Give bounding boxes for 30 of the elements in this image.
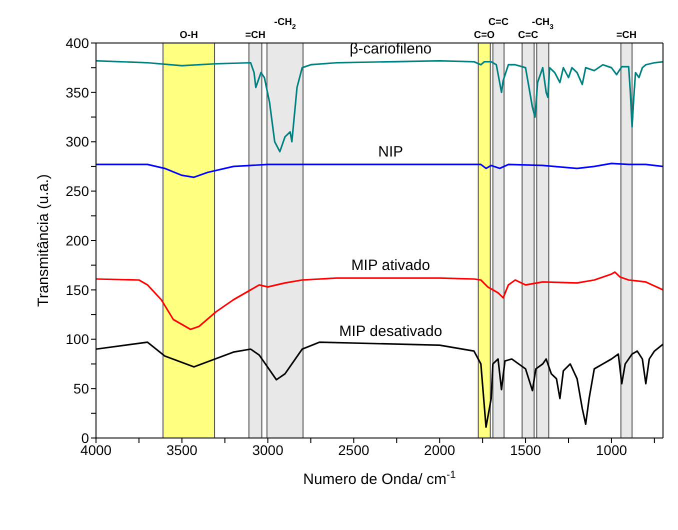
y-tick-label: 350 (66, 84, 90, 100)
band-label: O-H (180, 30, 198, 41)
y-tick-label: 300 (66, 134, 90, 150)
x-tick-label: 1000 (596, 442, 628, 458)
x-tick-label: 1500 (510, 442, 542, 458)
band-label: C=O (474, 30, 495, 41)
x-tick-label: 3000 (252, 442, 284, 458)
band-label: =CH (616, 30, 637, 41)
y-tick-label: 150 (66, 282, 90, 298)
x-axis-title: Numero de Onda/ cm$^{-1}$ (303, 469, 456, 488)
band-label: =CH (245, 30, 266, 41)
series-label: MIP desativado (339, 322, 442, 340)
series-label: β-cariofileno (350, 40, 432, 58)
series-label: MIP ativado (351, 257, 430, 274)
y-tick-label: 100 (66, 331, 90, 348)
y-tick-label: 250 (66, 183, 90, 200)
y-tick-label: 50 (73, 380, 90, 397)
band-label: -CH$_{2}$ (274, 17, 296, 30)
x-tick-label: 3500 (166, 442, 198, 458)
series-label: NIP (378, 143, 404, 160)
band-label: C=C (488, 17, 509, 28)
y-axis-title: Transmitância (u.a.) (35, 174, 52, 307)
x-tick-label: 2000 (424, 442, 456, 458)
band-label: C=C (518, 30, 538, 41)
line-series (96, 162, 663, 178)
y-tick-label: 400 (66, 34, 90, 51)
band-label: -CH$_{3}$ (532, 17, 554, 30)
x-tick-label: 2500 (338, 442, 370, 458)
y-tick-label: 0 (81, 430, 90, 446)
y-tick-label: 200 (66, 232, 90, 248)
